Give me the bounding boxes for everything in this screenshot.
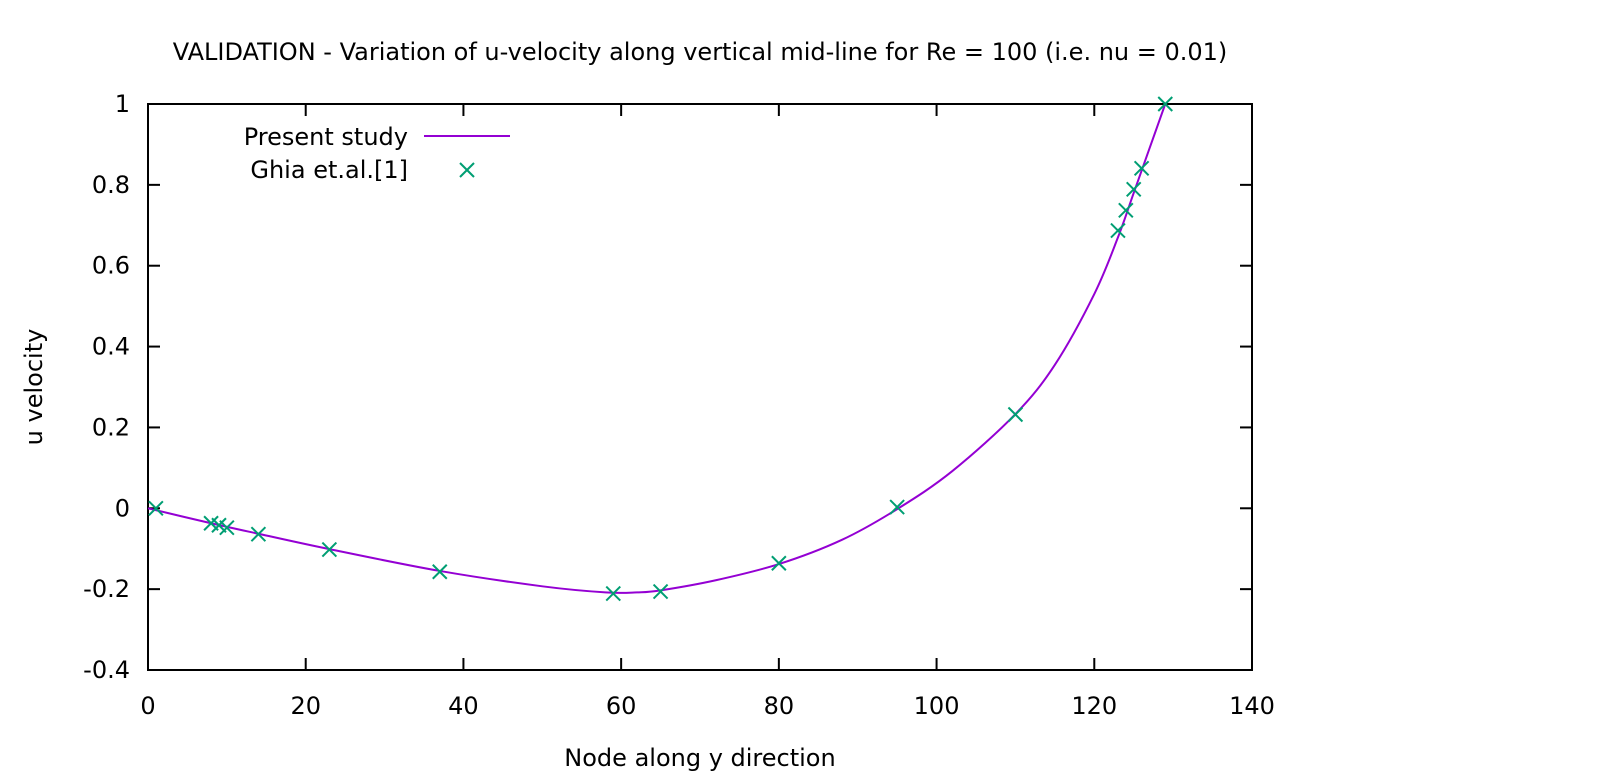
legend-marker-ghia: [459, 162, 475, 178]
data-point-ghia: [321, 541, 338, 558]
x-tick-label: 100: [914, 692, 960, 720]
x-tick-label: 80: [764, 692, 795, 720]
data-point-ghia: [1110, 222, 1126, 239]
data-point-ghia: [1007, 406, 1024, 423]
tick-labels: 0 20 40 60 80 100 120 140 -0.4 -0.2 0 0.2 0.4 0.6 0.8 1: [83, 90, 1275, 720]
x-tick-label: 120: [1071, 692, 1117, 720]
y-tick-label: 0.6: [92, 252, 130, 280]
series-line-present-study: [147, 103, 1167, 594]
x-tick-label: 60: [606, 692, 637, 720]
data-point-ghia: [771, 555, 787, 571]
x-tick-label: 40: [448, 692, 479, 720]
y-tick-label: 1: [115, 90, 130, 118]
x-tick-label: 140: [1229, 692, 1275, 720]
y-tick-label: -0.2: [83, 575, 130, 603]
data-point-ghia: [605, 585, 621, 602]
data-point-ghia: [432, 564, 448, 580]
legend-swatch-ghia: [459, 162, 475, 178]
x-tick-label: 20: [290, 692, 321, 720]
y-tick-label: 0.4: [92, 333, 130, 361]
y-tick-label: 0.2: [92, 413, 130, 441]
y-axis-title: u velocity: [20, 329, 48, 446]
chart-title: VALIDATION - Variation of u-velocity alo…: [173, 38, 1228, 66]
plot-frame: [147, 103, 1253, 671]
data-point-ghia: [1133, 160, 1150, 176]
series-layer: [147, 96, 1173, 602]
legend-label-present-study: Present study: [244, 123, 408, 151]
ticks: [147, 103, 1253, 671]
data-point-ghia: [1118, 202, 1134, 219]
y-tick-label: -0.4: [83, 656, 130, 684]
legend: Present study Ghia et.al.[1]: [244, 123, 510, 184]
x-tick-label: 0: [140, 692, 155, 720]
y-tick-label: 0.8: [92, 171, 130, 199]
y-tick-label: 0: [115, 494, 130, 522]
data-point-ghia: [250, 526, 267, 542]
data-point-ghia: [1126, 181, 1142, 198]
legend-label-ghia: Ghia et.al.[1]: [250, 156, 408, 184]
data-point-ghia: [1157, 96, 1173, 112]
data-point-ghia: [219, 519, 235, 536]
data-point-ghia: [652, 583, 669, 600]
data-point-ghia: [889, 499, 905, 515]
x-axis-title: Node along y direction: [564, 744, 835, 772]
data-point-ghia: [148, 500, 164, 516]
